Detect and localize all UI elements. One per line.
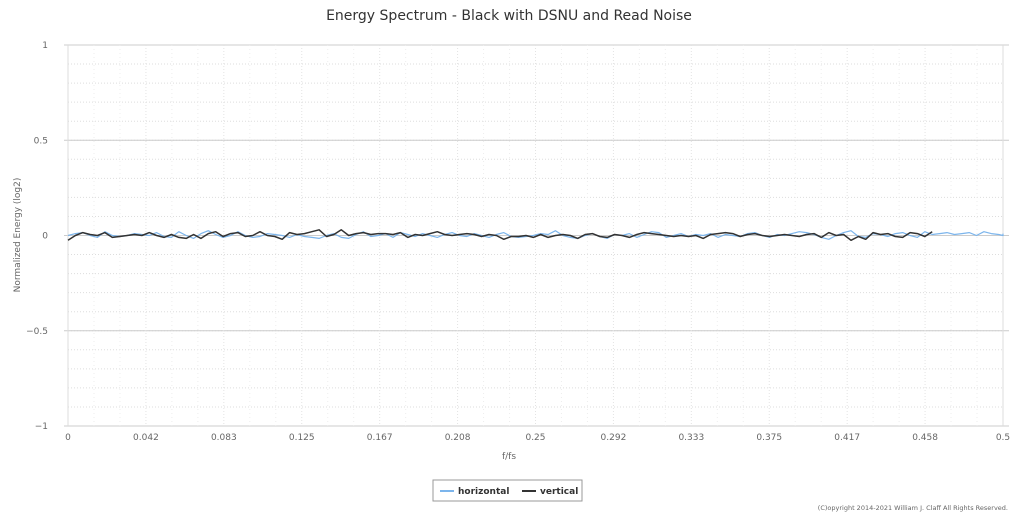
y-axis-tick-labels: 1 0.5 0 −0.5 −1	[26, 41, 48, 432]
x-tick-label: 0.083	[211, 433, 237, 443]
chart-title: Energy Spectrum - Black with DSNU and Re…	[326, 8, 692, 24]
legend-box	[432, 479, 583, 502]
legend-item-horizontal[interactable]: horizontal	[440, 487, 509, 497]
legend-label-vertical: vertical	[540, 487, 578, 497]
x-tick-label: 0.167	[367, 433, 393, 443]
y-tick-label: 0	[42, 232, 48, 242]
y-axis-title: Normalized Energy (log2)	[13, 178, 23, 293]
y-tick-label: 0.5	[34, 136, 48, 146]
legend: horizontal vertical	[432, 479, 583, 502]
series-line-vertical	[67, 229, 933, 242]
x-tick-label: 0.25	[525, 433, 545, 443]
x-tick-label: 0.208	[445, 433, 471, 443]
y-tick-label: 1	[42, 41, 48, 51]
series-line-horizontal	[67, 230, 1004, 240]
x-tick-label: 0.417	[834, 433, 860, 443]
x-axis-tick-labels: 0 0.042 0.083 0.125 0.167 0.208 0.25 0.292 0.333…	[65, 433, 1010, 443]
x-tick-label: 0.458	[912, 433, 938, 443]
x-tick-label: 0.333	[678, 433, 704, 443]
x-tick-label: 0.5	[996, 433, 1010, 443]
x-tick-label: 0.042	[133, 433, 159, 443]
x-tick-label: 0.375	[756, 433, 782, 443]
x-axis-title: f/fs	[502, 452, 516, 462]
legend-item-vertical[interactable]: vertical	[522, 487, 578, 497]
x-tick-label: 0.292	[601, 433, 627, 443]
legend-label-horizontal: horizontal	[458, 487, 509, 497]
y-tick-label: −0.5	[26, 327, 48, 337]
x-tick-label: 0	[65, 433, 71, 443]
x-tick-label: 0.125	[289, 433, 315, 443]
y-tick-label: −1	[35, 422, 48, 432]
series-lines	[67, 229, 1004, 242]
copyright-notice: (C)opyright 2014-2021 William J. Claff A…	[818, 504, 1008, 512]
